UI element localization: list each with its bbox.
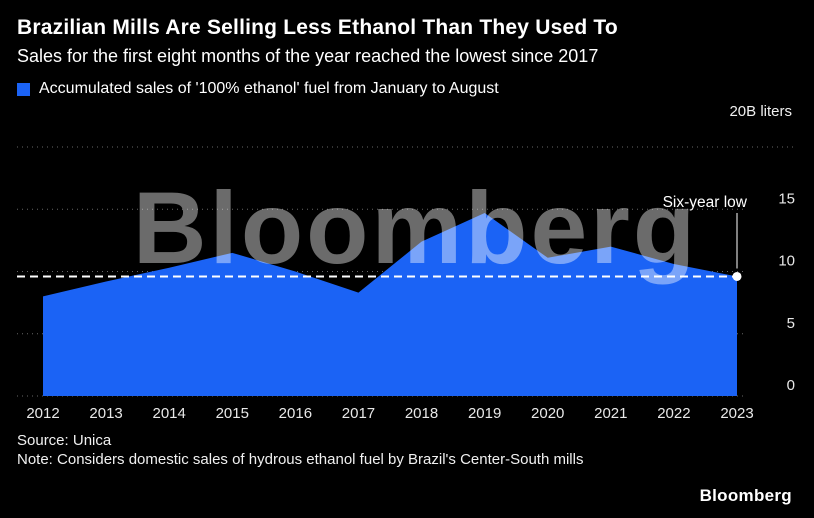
y-tick-label-5: 5 <box>787 315 795 332</box>
legend: Accumulated sales of '100% ethanol' fuel… <box>17 80 797 97</box>
y-axis-unit-label: 20B liters <box>729 103 792 120</box>
page-subtitle: Sales for the first eight months of the … <box>17 46 599 66</box>
note-text: Note: Considers domestic sales of hydrou… <box>17 451 584 468</box>
x-tick-label-2019: 2019 <box>468 405 501 422</box>
x-tick-label-2018: 2018 <box>405 405 438 422</box>
legend-swatch-icon <box>17 82 30 96</box>
x-tick-label-2012: 2012 <box>26 405 59 422</box>
page-title: Brazilian Mills Are Selling Less Ethanol… <box>17 16 618 39</box>
annotation-label: Six-year low <box>663 194 748 211</box>
x-tick-label-2023: 2023 <box>720 405 753 422</box>
x-tick-label-2020: 2020 <box>531 405 564 422</box>
footer: Source: Unica Note: Considers domestic s… <box>17 431 797 469</box>
y-tick-label-10: 10 <box>778 253 795 270</box>
x-tick-label-2021: 2021 <box>594 405 627 422</box>
endpoint-dot <box>732 271 742 281</box>
x-tick-label-2022: 2022 <box>657 405 690 422</box>
x-tick-label-2016: 2016 <box>279 405 312 422</box>
x-tick-label-2013: 2013 <box>89 405 122 422</box>
source-text: Source: Unica <box>17 432 112 449</box>
y-tick-label-15: 15 <box>778 190 795 207</box>
chart-area: 0 5 10 15 2012 2013 2014 2015 2016 2017 2018 2019 20… <box>17 123 814 425</box>
area-series <box>43 212 737 396</box>
x-tick-label-2014: 2014 <box>152 405 185 422</box>
bloomberg-logo: Bloomberg <box>699 486 792 505</box>
x-tick-label-2017: 2017 <box>342 405 375 422</box>
legend-label: Accumulated sales of '100% ethanol' fuel… <box>39 80 499 97</box>
x-tick-label-2015: 2015 <box>216 405 249 422</box>
y-tick-label-0: 0 <box>787 377 795 394</box>
ethanol-sales-area-chart: 0 5 10 15 2012 2013 2014 2015 2016 2017 2018 2019 20… <box>17 146 795 422</box>
